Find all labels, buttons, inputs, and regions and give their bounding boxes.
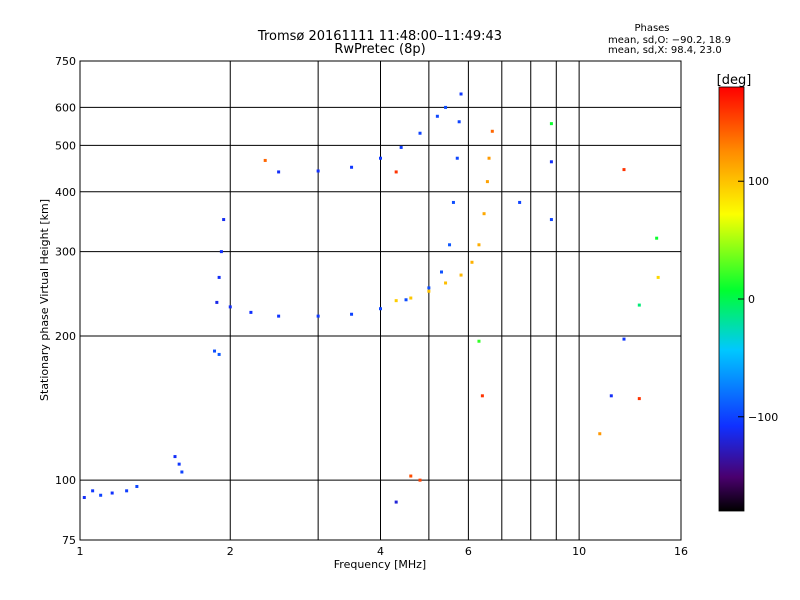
colorbar-tick-label: 0: [748, 293, 755, 306]
data-point: [350, 165, 354, 169]
data-point: [219, 250, 223, 254]
x-tick-label: 10: [572, 545, 586, 558]
data-point: [316, 314, 320, 318]
data-point: [249, 310, 253, 314]
data-point: [316, 169, 320, 173]
data-point: [228, 305, 232, 309]
data-point: [622, 168, 626, 172]
y-tick-label: 600: [55, 101, 76, 114]
data-point: [490, 129, 494, 133]
data-point: [379, 307, 382, 311]
colorbar-tick-label: −100: [748, 411, 778, 424]
data-point: [435, 114, 439, 118]
stats-o-mode: mean, sd,O: −90.2, 18.9: [608, 35, 731, 46]
data-point: [409, 296, 413, 300]
y-tick-label: 400: [55, 186, 76, 199]
data-point: [217, 352, 221, 356]
data-point: [418, 131, 422, 135]
data-point: [217, 275, 221, 279]
data-point: [549, 218, 553, 222]
data-point: [518, 200, 522, 204]
data-point: [637, 303, 641, 307]
data-point: [180, 470, 184, 474]
x-tick-label: 4: [377, 545, 384, 558]
data-point: [263, 158, 267, 162]
data-point: [125, 489, 129, 493]
x-tick-label: 6: [465, 545, 472, 558]
data-point: [135, 484, 139, 488]
colorbar-ticks: 100 0 −100: [738, 175, 778, 424]
data-point: [99, 493, 103, 497]
data-point: [485, 180, 489, 184]
data-point: [222, 218, 226, 222]
y-tick-label: 200: [55, 330, 76, 343]
data-point: [277, 314, 281, 318]
y-tick-label: 750: [55, 55, 76, 68]
data-point: [459, 92, 463, 96]
data-point: [427, 286, 431, 290]
data-point: [457, 120, 461, 124]
data-point: [394, 170, 398, 174]
data-point: [480, 394, 484, 398]
data-point: [444, 281, 448, 285]
data-point: [91, 489, 95, 493]
data-point: [451, 200, 455, 204]
data-point: [409, 474, 413, 478]
y-tick-label: 75: [62, 534, 76, 547]
data-point: [656, 275, 660, 279]
data-point: [477, 339, 481, 343]
data-point: [82, 495, 86, 499]
data-point: [549, 160, 553, 164]
data-point: [655, 236, 659, 240]
stats-title: Phases: [634, 23, 669, 34]
data-point: [477, 243, 481, 247]
data-point: [459, 273, 463, 277]
colorbar-tick-label: 100: [748, 175, 769, 188]
data-point: [455, 156, 459, 160]
x-tick-label: 16: [674, 545, 688, 558]
data-point: [404, 298, 408, 302]
colorbar-label: [deg]: [717, 73, 752, 88]
data-point: [379, 156, 382, 160]
data-point: [598, 432, 602, 436]
data-point: [110, 491, 114, 495]
data-point: [470, 260, 474, 264]
y-axis-label: Stationary phase Virtual Height [km]: [38, 199, 51, 401]
data-point: [394, 500, 398, 504]
x-axis-ticks: 1 2 4 6 10 16: [77, 545, 689, 558]
y-axis-ticks: 75 100 200 300 400 500 600 750: [55, 55, 76, 547]
x-tick-label: 1: [77, 545, 84, 558]
data-point: [213, 349, 217, 353]
data-point: [448, 243, 452, 247]
data-point: [549, 122, 553, 126]
data-point: [394, 299, 398, 303]
grid-lines: [79, 60, 682, 541]
data-point: [215, 300, 219, 304]
data-point: [482, 212, 486, 216]
x-tick-label: 2: [227, 545, 234, 558]
data-point: [177, 462, 181, 466]
y-tick-label: 500: [55, 139, 76, 152]
data-point: [609, 394, 613, 398]
plot-frame: [79, 60, 682, 541]
chart-subtitle: RwPretec (8p): [334, 42, 425, 57]
data-point: [418, 478, 422, 482]
data-point: [277, 170, 281, 174]
y-tick-label: 100: [55, 474, 76, 487]
data-point: [622, 337, 626, 341]
data-point: [440, 270, 444, 274]
stats-x-mode: mean, sd,X: 98.4, 23.0: [608, 45, 722, 56]
chart-title: Tromsø 20161111 11:48:00–11:49:43: [257, 29, 502, 44]
data-point: [399, 145, 403, 149]
data-point: [427, 289, 431, 293]
data-point: [173, 455, 177, 459]
data-point: [637, 397, 641, 401]
data-point: [350, 312, 354, 316]
data-point: [444, 105, 448, 109]
data-points: [82, 92, 660, 504]
y-tick-label: 300: [55, 246, 76, 259]
x-axis-label: Frequency [MHz]: [334, 558, 426, 571]
data-point: [487, 156, 491, 160]
